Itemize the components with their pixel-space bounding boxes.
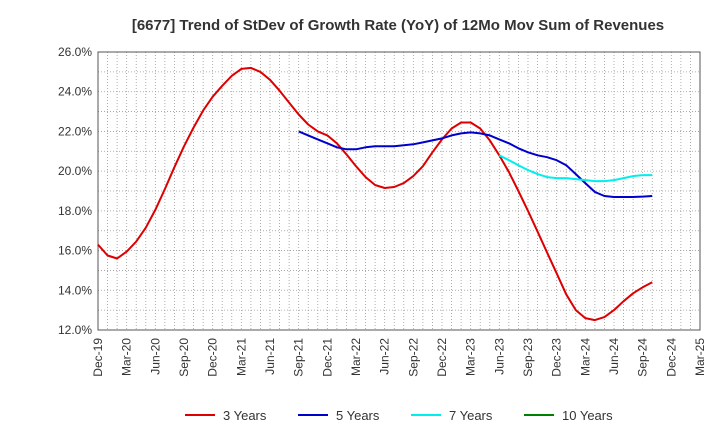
- grid: [97, 51, 701, 331]
- plot-area: [97, 51, 701, 331]
- x-tick-label: Mar-23: [464, 338, 478, 376]
- x-tick-label: Jun-20: [148, 338, 162, 375]
- x-axis: Dec-19 Mar-20 Jun-20 Sep-20 Dec-20 Mar-21 Jun-…: [91, 338, 707, 377]
- x-tick-label: Mar-20: [120, 338, 134, 376]
- x-tick-label: Dec-22: [435, 338, 449, 377]
- legend-label: 5 Years: [336, 408, 380, 423]
- y-tick-label: 22.0%: [58, 124, 92, 138]
- x-tick-label: Mar-25: [693, 338, 707, 376]
- x-tick-label: Jun-23: [492, 338, 506, 375]
- x-tick-label: Sep-24: [636, 338, 650, 377]
- y-axis: 12.0% 14.0% 16.0% 18.0% 20.0% 22.0% 24.0% 26.0%: [58, 45, 92, 337]
- chart-title: [6677] Trend of StDev of Growth Rate (Yo…: [132, 17, 664, 34]
- x-tick-label: Jun-21: [263, 338, 277, 375]
- legend-label: 7 Years: [449, 408, 493, 423]
- series-line-7-years: [498, 154, 653, 183]
- x-tick-label: Jun-22: [378, 338, 392, 375]
- x-tick-label: Sep-20: [177, 338, 191, 377]
- series-line-3-years: [97, 66, 653, 322]
- legend: 3 Years 5 Years 7 Years 10 Years: [185, 408, 613, 423]
- y-tick-label: 24.0%: [58, 85, 92, 99]
- series-line-5-years: [298, 130, 653, 198]
- series-lines: [97, 66, 653, 322]
- y-tick-label: 16.0%: [58, 244, 92, 258]
- x-tick-label: Mar-21: [234, 338, 248, 376]
- x-tick-label: Dec-20: [206, 338, 220, 377]
- y-tick-label: 26.0%: [58, 45, 92, 59]
- y-tick-label: 20.0%: [58, 164, 92, 178]
- x-tick-label: Mar-22: [349, 338, 363, 376]
- y-tick-label: 12.0%: [58, 323, 92, 337]
- y-tick-label: 18.0%: [58, 204, 92, 218]
- x-tick-label: Mar-24: [578, 338, 592, 376]
- x-tick-label: Dec-23: [550, 338, 564, 377]
- x-tick-label: Jun-24: [607, 338, 621, 375]
- legend-label: 3 Years: [223, 408, 267, 423]
- x-tick-label: Sep-22: [406, 338, 420, 377]
- x-tick-label: Dec-19: [91, 338, 105, 377]
- legend-label: 10 Years: [562, 408, 613, 423]
- x-tick-label: Dec-21: [320, 338, 334, 377]
- x-tick-label: Dec-24: [664, 338, 678, 377]
- x-tick-label: Sep-21: [292, 338, 306, 377]
- x-tick-label: Sep-23: [521, 338, 535, 377]
- y-tick-label: 14.0%: [58, 283, 92, 297]
